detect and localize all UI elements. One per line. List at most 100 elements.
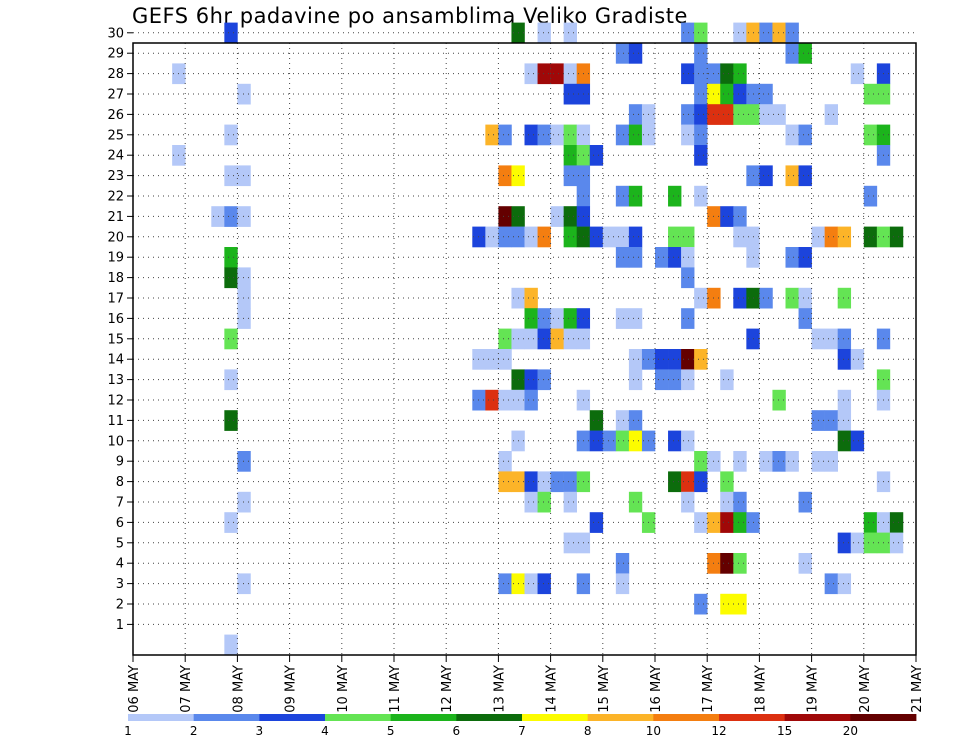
heatmap-cell [681,247,695,268]
heatmap-cell [563,471,577,493]
heatmap-cell [224,512,238,533]
heatmap-cell [615,185,630,207]
heatmap-cell [798,553,812,574]
heatmap-cell [837,349,852,370]
heatmap-cell [589,145,604,166]
heatmap-cell [785,451,799,472]
legend-swatch [390,714,457,721]
heatmap-cell [889,226,904,248]
legend-swatch [456,714,523,721]
heatmap-cell [550,328,564,350]
heatmap-cell [681,430,695,452]
heatmap-cell [524,328,538,350]
y-tick-label: 9 [116,455,124,470]
heatmap-cell [837,226,852,248]
heatmap-cell [589,226,604,248]
heatmap-cell [628,369,643,391]
legend-label: 6 [453,724,461,738]
heatmap-cell [589,410,604,431]
heatmap-cell [550,63,564,85]
heatmap-cell [863,83,878,105]
x-tick-label: 17 MAY [701,665,716,713]
heatmap-cell [863,185,878,207]
legend-label: 12 [711,724,726,738]
heatmap-cell [694,43,708,64]
legend-swatch [587,714,654,721]
x-axis: 06 MAY 07 MAY 08 MAY 09 MAY 10 MAY 11 MAY 12 M… [127,655,925,713]
heatmap-cell [863,532,878,554]
heatmap-cell [733,83,747,105]
heatmap-cell [485,226,499,248]
heatmap-cell [537,471,551,493]
heatmap-cell [485,124,499,146]
heatmap-cell [798,124,812,146]
heatmap-cell [824,573,838,595]
legend-label: 2 [190,724,198,738]
heatmap-cell [798,165,812,187]
heatmap-cell [615,430,630,452]
x-tick-label: 10 MAY [336,665,351,713]
legend-swatch [719,714,786,721]
heatmap-cell [759,287,773,309]
heatmap-cell [889,512,904,533]
x-tick-label: 07 MAY [179,665,194,713]
heatmap-cell [694,104,708,125]
heatmap-cell [772,104,786,125]
heatmap-cell [681,369,695,391]
heatmap-cell [785,247,799,268]
y-axis: 1234567891011121314151617181920212223242… [107,26,133,633]
heatmap-cell [681,308,695,329]
heatmap-cell [759,22,773,44]
heatmap-cell [224,206,238,227]
heatmap-cell [837,532,852,554]
heatmap-cell [563,491,577,513]
heatmap-cell [563,165,577,187]
x-tick-label: 19 MAY [806,665,821,713]
heatmap-cell [485,389,499,411]
heatmap-cell [733,104,747,125]
heatmap-cell [224,165,238,187]
y-tick-label: 4 [116,557,124,572]
legend-swatch [193,714,260,721]
heatmap-cell [668,430,682,452]
heatmap-cell [537,573,551,595]
heatmap-cell [720,593,734,615]
heatmap-cell [224,22,238,44]
heatmap-cell [224,634,238,656]
heatmap-cell [485,349,499,370]
y-tick-label: 24 [107,149,124,164]
heatmap-cell [498,165,512,187]
y-tick-label: 1 [116,618,124,633]
legend-label: 20 [843,724,858,738]
heatmap-cell [889,532,904,554]
heatmap-cell [837,328,852,350]
heatmap-cell [628,491,643,513]
heatmap-cell [237,491,251,513]
heatmap-cell [550,206,564,227]
heatmap-cell [824,451,838,472]
heatmap-cell [550,124,564,146]
heatmap-cell [537,491,551,513]
grid-lines [133,32,916,655]
heatmap-cell [798,43,812,64]
heatmap-cell [694,471,708,493]
y-tick-label: 22 [107,190,124,205]
heatmap-cell [681,226,695,248]
heatmap-cell [694,124,708,146]
heatmap-cell [837,287,852,309]
heatmap-cell [563,22,577,44]
heatmap-cell [563,124,577,146]
heatmap-cell [694,185,708,207]
heatmap-cell [498,349,512,370]
legend-swatch [325,714,392,721]
heatmap-cell [563,308,577,329]
heatmap-cell [720,63,734,85]
heatmap-cell [237,287,251,309]
heatmap-cell [824,328,838,350]
heatmap-cell [655,369,669,391]
heatmap-cell [824,226,838,248]
heatmap-cell [524,287,538,309]
x-tick-label: 09 MAY [284,665,299,713]
heatmap-cell [720,512,734,533]
